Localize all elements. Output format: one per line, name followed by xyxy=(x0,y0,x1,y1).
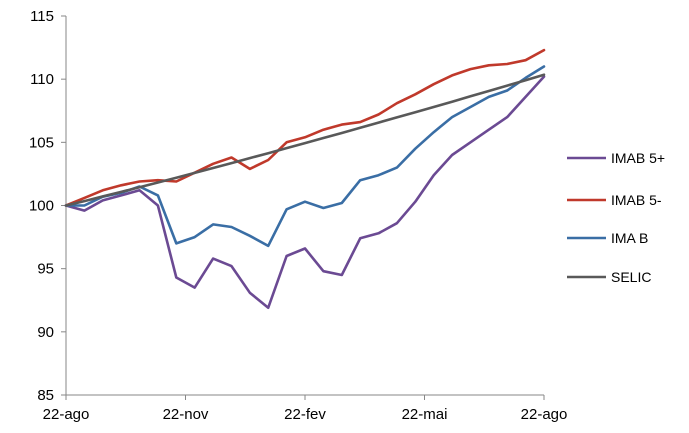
x-tick-label: 22-ago xyxy=(521,406,568,423)
legend-item: IMA B xyxy=(567,230,648,246)
x-tick-label: 22-ago xyxy=(43,406,90,423)
legend-label: IMAB 5- xyxy=(611,192,662,208)
series-lines xyxy=(64,48,546,310)
y-tick-label: 105 xyxy=(29,134,54,151)
legend-item: SELIC xyxy=(567,269,651,285)
y-tick-label: 85 xyxy=(37,387,54,404)
legend-label: SELIC xyxy=(611,269,651,285)
legend-item: IMAB 5- xyxy=(567,192,662,208)
y-tick-label: 115 xyxy=(30,8,54,25)
legend-label: IMA B xyxy=(611,230,648,246)
y-tick-label: 100 xyxy=(29,198,54,215)
legend-label: IMAB 5+ xyxy=(611,150,665,166)
y-tick-label: 90 xyxy=(37,324,54,341)
series-line-ima-b xyxy=(64,65,546,248)
legend-item: IMAB 5+ xyxy=(567,150,665,166)
series-line-imab-5-minus xyxy=(64,48,546,207)
y-tick-label: 110 xyxy=(30,71,54,88)
y-tick-label: 95 xyxy=(37,261,54,278)
series-line-selic xyxy=(64,73,546,207)
y-axis-ticks: 85 90 95 100 105 110 115 xyxy=(29,8,66,404)
x-tick-label: 22-nov xyxy=(163,406,209,423)
x-tick-label: 22-fev xyxy=(284,406,326,423)
series-line-imab-5-plus xyxy=(64,75,546,310)
x-tick-label: 22-mai xyxy=(402,406,448,423)
legend: IMAB 5+ IMAB 5- IMA B SELIC xyxy=(567,150,665,285)
x-axis-ticks: 22-ago 22-nov 22-fev 22-mai 22-ago xyxy=(43,395,568,423)
